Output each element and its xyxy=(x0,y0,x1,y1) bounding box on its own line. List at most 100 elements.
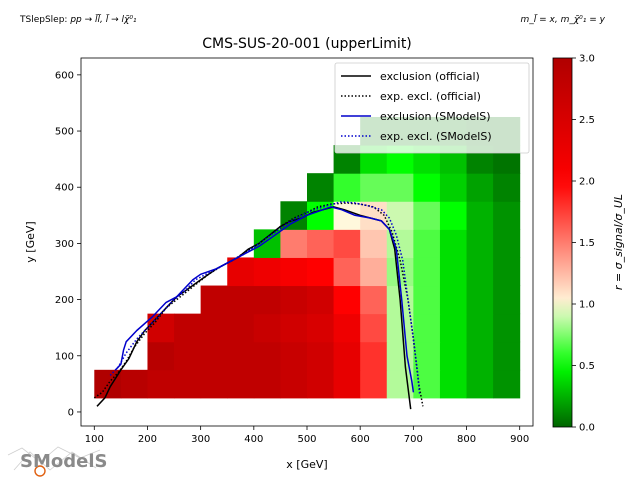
heatmap-cell xyxy=(333,313,361,343)
heatmap-cell xyxy=(466,341,494,371)
heatmap-cell xyxy=(466,229,494,258)
colorbar-gradient xyxy=(552,57,573,428)
heatmap-cell xyxy=(413,313,441,343)
heatmap-cell xyxy=(466,173,494,202)
heatmap-cell xyxy=(466,285,494,315)
heatmap-cell xyxy=(386,173,414,202)
heatmap-cell xyxy=(360,257,388,287)
heatmap-cell xyxy=(360,341,388,371)
heatmap-cell xyxy=(466,369,494,399)
colorbar-label: r = σ_signal/σ_UL xyxy=(612,194,625,290)
heatmap-cell xyxy=(466,257,494,287)
y-axis-label: y [GeV] xyxy=(24,221,37,262)
heatmap-cell xyxy=(333,173,361,202)
heatmap-cell xyxy=(333,285,361,315)
heatmap-cell xyxy=(360,201,388,230)
heatmap-cell xyxy=(439,173,468,202)
heatmap-cell xyxy=(174,313,202,343)
series-line-4 xyxy=(109,201,421,396)
heatmap-cell xyxy=(253,341,281,371)
heatmap-cell xyxy=(307,313,335,343)
heatmap-cell xyxy=(253,313,281,343)
heatmap-cell xyxy=(413,201,441,230)
heatmap-cell xyxy=(493,173,521,202)
heatmap-cell xyxy=(360,229,388,258)
heatmap-cell xyxy=(200,341,228,371)
heatmap-cell xyxy=(493,229,521,258)
heatmap-cell xyxy=(307,229,335,258)
heatmap-cell xyxy=(253,285,281,315)
heatmap-cell xyxy=(386,201,414,230)
logo-dot-icon xyxy=(34,465,46,477)
heatmap-cell xyxy=(386,313,414,343)
y-tick-label: 400 xyxy=(55,183,74,194)
heatmap-cell xyxy=(413,257,441,287)
smodels-logo: SModelS xyxy=(7,446,107,477)
x-axis-label: x [GeV] xyxy=(286,458,327,471)
heatmap-cell xyxy=(253,369,281,399)
y-tick-label: 0 xyxy=(68,407,74,418)
heatmap-cell xyxy=(439,369,468,399)
heatmap-cell xyxy=(227,257,255,287)
x-tick-label: 600 xyxy=(351,434,370,445)
heatmap-cell xyxy=(200,369,228,399)
heatmap-cell xyxy=(413,173,441,202)
legend-entry: exp. excl. (official) xyxy=(380,90,481,103)
heatmap-cell xyxy=(493,341,521,371)
heatmap-cell xyxy=(439,201,468,230)
x-tick-label: 200 xyxy=(138,434,157,445)
x-tick-label: 300 xyxy=(191,434,210,445)
mass-label: m_l̃ = x, m_χ̃⁰₁ = y xyxy=(521,13,606,25)
heatmap-cell xyxy=(280,285,308,315)
heatmap-cell xyxy=(174,369,202,399)
heatmap-cell xyxy=(280,201,308,230)
x-tick-label: 800 xyxy=(457,434,476,445)
heatmap-cell xyxy=(333,229,361,258)
heatmap-cell xyxy=(147,313,175,343)
heatmap-cell xyxy=(280,257,308,287)
heatmap-cell xyxy=(333,341,361,371)
heatmap-cell xyxy=(439,257,468,287)
heatmap-cell xyxy=(200,285,228,315)
heatmap-cells xyxy=(94,116,521,399)
series-line-2 xyxy=(93,202,424,407)
heatmap-cell xyxy=(280,229,308,258)
legend-box xyxy=(334,62,530,154)
y-tick-label: 100 xyxy=(55,351,74,362)
heatmap-cell xyxy=(493,201,521,230)
heatmap-cell xyxy=(227,369,255,399)
colorbar-tick-label: 1.5 xyxy=(579,238,595,249)
colorbar-ticks: 0.0 0.5 1.0 1.5 2.0 2.5 3.0 xyxy=(572,54,595,434)
heatmap-cell xyxy=(307,369,335,399)
legend-entry: exp. excl. (SModelS) xyxy=(380,130,492,143)
colorbar-tick-label: 3.0 xyxy=(579,54,595,65)
heatmap-cell xyxy=(227,313,255,343)
legend-entry: exclusion (official) xyxy=(380,70,480,83)
legend: exclusion (official) exp. excl. (official… xyxy=(334,62,530,154)
series-line-3 xyxy=(115,206,415,393)
heatmap-cell xyxy=(307,257,335,287)
heatmap-cell xyxy=(466,313,494,343)
heatmap-cell xyxy=(439,341,468,371)
heatmap-cell xyxy=(386,341,414,371)
y-tick-label: 600 xyxy=(55,70,74,81)
heatmap-cell xyxy=(147,341,175,371)
y-tick-label: 200 xyxy=(55,295,74,306)
colorbar-tick-label: 2.0 xyxy=(579,177,595,188)
chart-title: CMS-SUS-20-001 (upperLimit) xyxy=(202,36,412,52)
x-tick-label: 400 xyxy=(244,434,263,445)
heatmap-cell xyxy=(360,369,388,399)
process-label: TSlepSlep: pp → l̃l̃, l̃ → lχ̃⁰₁ xyxy=(19,13,137,25)
colorbar-tick-label: 0.5 xyxy=(579,361,595,372)
heatmap-cell xyxy=(227,285,255,315)
x-tick-label: 700 xyxy=(404,434,423,445)
heatmap-cell xyxy=(493,369,521,399)
heatmap-cell xyxy=(333,369,361,399)
heatmap-cell xyxy=(280,313,308,343)
heatmap-cell xyxy=(333,257,361,287)
heatmap-cell xyxy=(439,285,468,315)
exclusion-curves xyxy=(93,201,424,410)
heatmap-cell xyxy=(307,341,335,371)
logo-network-icon xyxy=(7,446,101,471)
